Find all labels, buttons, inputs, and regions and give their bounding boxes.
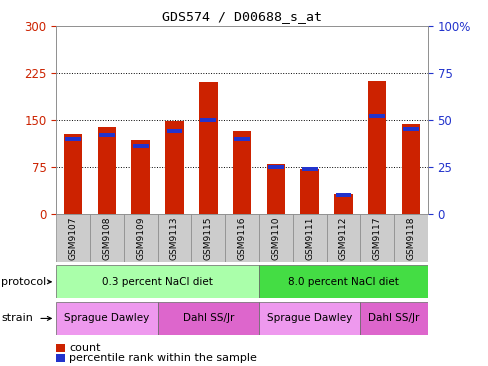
Bar [165, 121, 183, 214]
Text: GSM9116: GSM9116 [237, 216, 246, 259]
Bar [259, 265, 427, 298]
Bar [300, 169, 318, 214]
Bar [166, 129, 182, 133]
Bar [266, 164, 285, 214]
Bar [90, 214, 123, 262]
Bar [232, 131, 251, 214]
Bar [56, 302, 157, 335]
Bar [393, 214, 427, 262]
Bar [335, 193, 350, 198]
Text: percentile rank within the sample: percentile rank within the sample [69, 353, 256, 363]
Bar [99, 133, 115, 137]
Bar [191, 214, 224, 262]
Bar [123, 214, 157, 262]
Text: GSM9117: GSM9117 [372, 216, 381, 259]
Bar [292, 214, 326, 262]
Bar [368, 114, 385, 118]
Bar [200, 117, 216, 122]
Bar [56, 214, 90, 262]
Bar [65, 137, 81, 141]
Text: Sprague Dawley: Sprague Dawley [266, 313, 351, 324]
Text: GSM9110: GSM9110 [271, 216, 280, 259]
Bar [267, 165, 283, 169]
Bar [402, 127, 418, 131]
Title: GDS574 / D00688_s_at: GDS574 / D00688_s_at [162, 10, 322, 23]
Bar [360, 302, 427, 335]
Text: GSM9107: GSM9107 [68, 216, 78, 259]
Bar [98, 127, 116, 214]
Text: Dahl SS/Jr: Dahl SS/Jr [182, 313, 233, 324]
Bar [234, 137, 249, 141]
Bar [259, 302, 360, 335]
Text: protocol: protocol [1, 277, 46, 287]
Text: Sprague Dawley: Sprague Dawley [64, 313, 149, 324]
Bar [157, 214, 191, 262]
Text: strain: strain [1, 313, 33, 324]
Bar [301, 167, 317, 171]
Bar [326, 214, 360, 262]
Bar [401, 124, 419, 214]
Bar [56, 265, 259, 298]
Text: Dahl SS/Jr: Dahl SS/Jr [367, 313, 419, 324]
Text: GSM9115: GSM9115 [203, 216, 212, 259]
Text: GSM9118: GSM9118 [406, 216, 415, 259]
Bar [224, 214, 259, 262]
Text: GSM9113: GSM9113 [170, 216, 179, 259]
Bar [367, 81, 386, 214]
Bar [133, 144, 148, 149]
Bar [64, 134, 82, 214]
Bar [360, 214, 393, 262]
Text: GSM9109: GSM9109 [136, 216, 145, 259]
Text: GSM9112: GSM9112 [338, 216, 347, 259]
Text: 8.0 percent NaCl diet: 8.0 percent NaCl diet [287, 277, 398, 287]
Bar [157, 302, 259, 335]
Bar [199, 82, 217, 214]
Bar [131, 140, 150, 214]
Text: GSM9111: GSM9111 [305, 216, 313, 259]
Text: 0.3 percent NaCl diet: 0.3 percent NaCl diet [102, 277, 213, 287]
Text: count: count [69, 343, 100, 353]
Text: GSM9108: GSM9108 [102, 216, 111, 259]
Bar [259, 214, 292, 262]
Bar [333, 194, 352, 214]
